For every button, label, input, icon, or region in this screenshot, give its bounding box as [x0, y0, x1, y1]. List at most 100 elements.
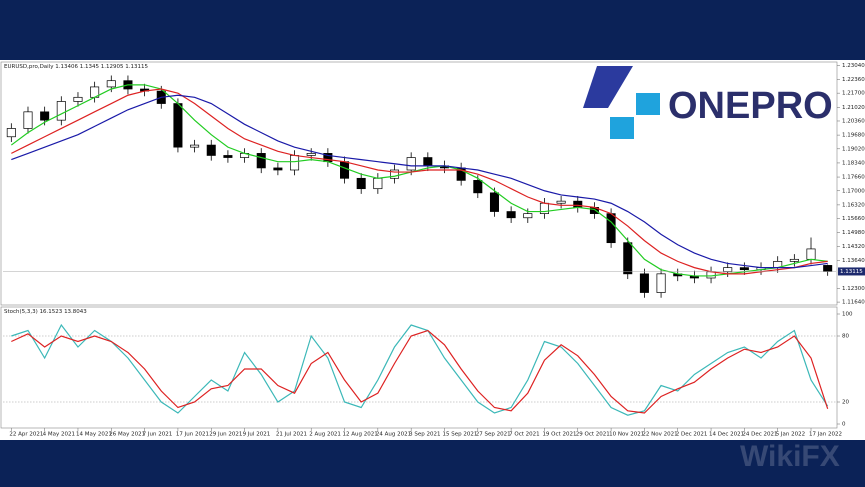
price-tag-label: 1.13115 — [840, 269, 863, 275]
logo-text: ONEPRO — [668, 85, 833, 127]
candle-body — [606, 213, 616, 244]
indicator-line — [11, 329, 829, 414]
candle-body — [6, 128, 16, 138]
x-tick-label: 27 Sep 2021 — [476, 432, 511, 438]
x-tick-label: 12 Aug 2021 — [343, 432, 378, 438]
indicator-line — [10, 84, 828, 277]
stoch-name: Stoch(5,3,3) — [4, 309, 38, 315]
y-tick-label: 80 — [842, 334, 849, 340]
candle-body — [40, 111, 50, 121]
logo-mark — [583, 66, 633, 108]
x-tick-label: 19 Oct 2021 — [542, 432, 576, 438]
chart-window — [0, 60, 865, 440]
candle-body — [473, 180, 483, 194]
y-tick-label: 20 — [842, 400, 849, 406]
stoch-k: 16.1523 — [40, 309, 63, 315]
x-tick-label: 17 Jan 2022 — [809, 432, 842, 438]
x-tick-label: 22 Apr 2021 — [9, 432, 43, 438]
candle-body — [56, 101, 66, 121]
candle-body — [489, 192, 499, 212]
symbol: EURUSD,pro,Daily 1.13406 1.1345 1.12905 … — [4, 64, 148, 70]
x-tick-label: 5 Jan 2022 — [776, 432, 805, 438]
x-tick-label: 26 May 2021 — [109, 432, 145, 438]
indicator-line — [11, 323, 829, 416]
y-tick-label: 100 — [842, 312, 853, 318]
x-tick-label: 14 May 2021 — [76, 432, 112, 438]
candle-body — [340, 161, 350, 179]
x-tick-label: 15 Sep 2021 — [442, 432, 477, 438]
x-tick-label: 29 Oct 2021 — [576, 432, 610, 438]
close: 1.13115 — [125, 64, 148, 70]
x-tick-label: 2 Aug 2021 — [309, 432, 341, 438]
logo-square — [636, 93, 660, 115]
candle-body — [256, 153, 266, 169]
x-tick-label: 10 Nov 2021 — [609, 432, 644, 438]
candle-body — [290, 155, 300, 171]
x-tick-label: 17 Jun 2021 — [176, 432, 209, 438]
y-tick-label: 1.20360 — [842, 118, 865, 124]
x-tick-label: 14 Dec 2021 — [709, 432, 744, 438]
high: 1.1345 — [80, 64, 100, 70]
y-tick-label: 1.17000 — [842, 188, 865, 194]
y-tick-label: 1.19020 — [842, 146, 865, 152]
candle-body — [273, 167, 283, 171]
indicator-line — [11, 94, 828, 269]
y-tick-label: 1.17660 — [842, 175, 865, 181]
logo-square — [610, 117, 634, 139]
candle-body — [573, 200, 583, 208]
candle-body — [556, 200, 566, 204]
candle-body — [173, 103, 183, 148]
candle-body — [623, 242, 633, 275]
x-tick-label: 24 Aug 2021 — [376, 432, 411, 438]
candle-body — [73, 96, 83, 102]
candle-body — [723, 267, 733, 273]
candle-body — [223, 155, 233, 158]
x-tick-label: 4 May 2021 — [43, 432, 75, 438]
y-tick-label: 1.12300 — [842, 286, 865, 292]
candle-body — [23, 111, 33, 129]
y-tick-label: 1.23040 — [842, 63, 865, 69]
y-tick-label: 1.14980 — [842, 230, 865, 236]
y-tick-label: 1.14320 — [842, 244, 865, 250]
x-tick-label: 2 Dec 2021 — [676, 432, 708, 438]
candle-body — [823, 265, 833, 272]
candle-body — [106, 80, 116, 88]
candle-body — [423, 157, 433, 167]
candle-body — [739, 267, 749, 271]
candle-body — [373, 177, 383, 190]
logo: ONEPRO — [583, 66, 833, 139]
y-tick-label: 1.13640 — [842, 258, 865, 264]
x-tick-label: 7 Oct 2021 — [509, 432, 540, 438]
y-tick-label: 1.22360 — [842, 77, 865, 83]
x-tick-label: 29 Jun 2021 — [209, 432, 242, 438]
candle-body — [356, 177, 366, 190]
indicator-line — [11, 88, 828, 275]
y-tick-label: 1.15660 — [842, 216, 865, 222]
x-tick-label: 3 Sep 2021 — [409, 432, 440, 438]
candle-body — [656, 273, 666, 293]
x-tick-label: 24 Dec 2021 — [742, 432, 777, 438]
y-tick-label: 1.21020 — [842, 105, 865, 111]
x-tick-label: 21 Jul 2021 — [276, 432, 307, 438]
x-tick-label: 22 Nov 2021 — [642, 432, 677, 438]
symbol-name: EURUSD,pro,Daily — [4, 64, 54, 70]
open: 1.13406 — [55, 64, 78, 70]
y-tick-label: 0 — [842, 422, 846, 428]
candle-body — [523, 213, 533, 219]
x-tick-label: 9 Jul 2021 — [243, 432, 271, 438]
y-tick-label: 1.11640 — [842, 300, 865, 306]
candle-body — [789, 258, 799, 262]
price-tag — [838, 267, 865, 276]
candle-body — [506, 211, 516, 219]
candle-body — [206, 144, 216, 156]
low: 1.12905 — [101, 64, 124, 70]
price-panel — [0, 61, 838, 306]
candle-body — [406, 157, 416, 171]
candle-body — [389, 169, 400, 179]
stoch-d: 13.8043 — [64, 309, 87, 315]
y-tick-label: 1.18340 — [842, 160, 865, 166]
candle-body — [306, 153, 316, 156]
candle-body — [639, 273, 649, 293]
